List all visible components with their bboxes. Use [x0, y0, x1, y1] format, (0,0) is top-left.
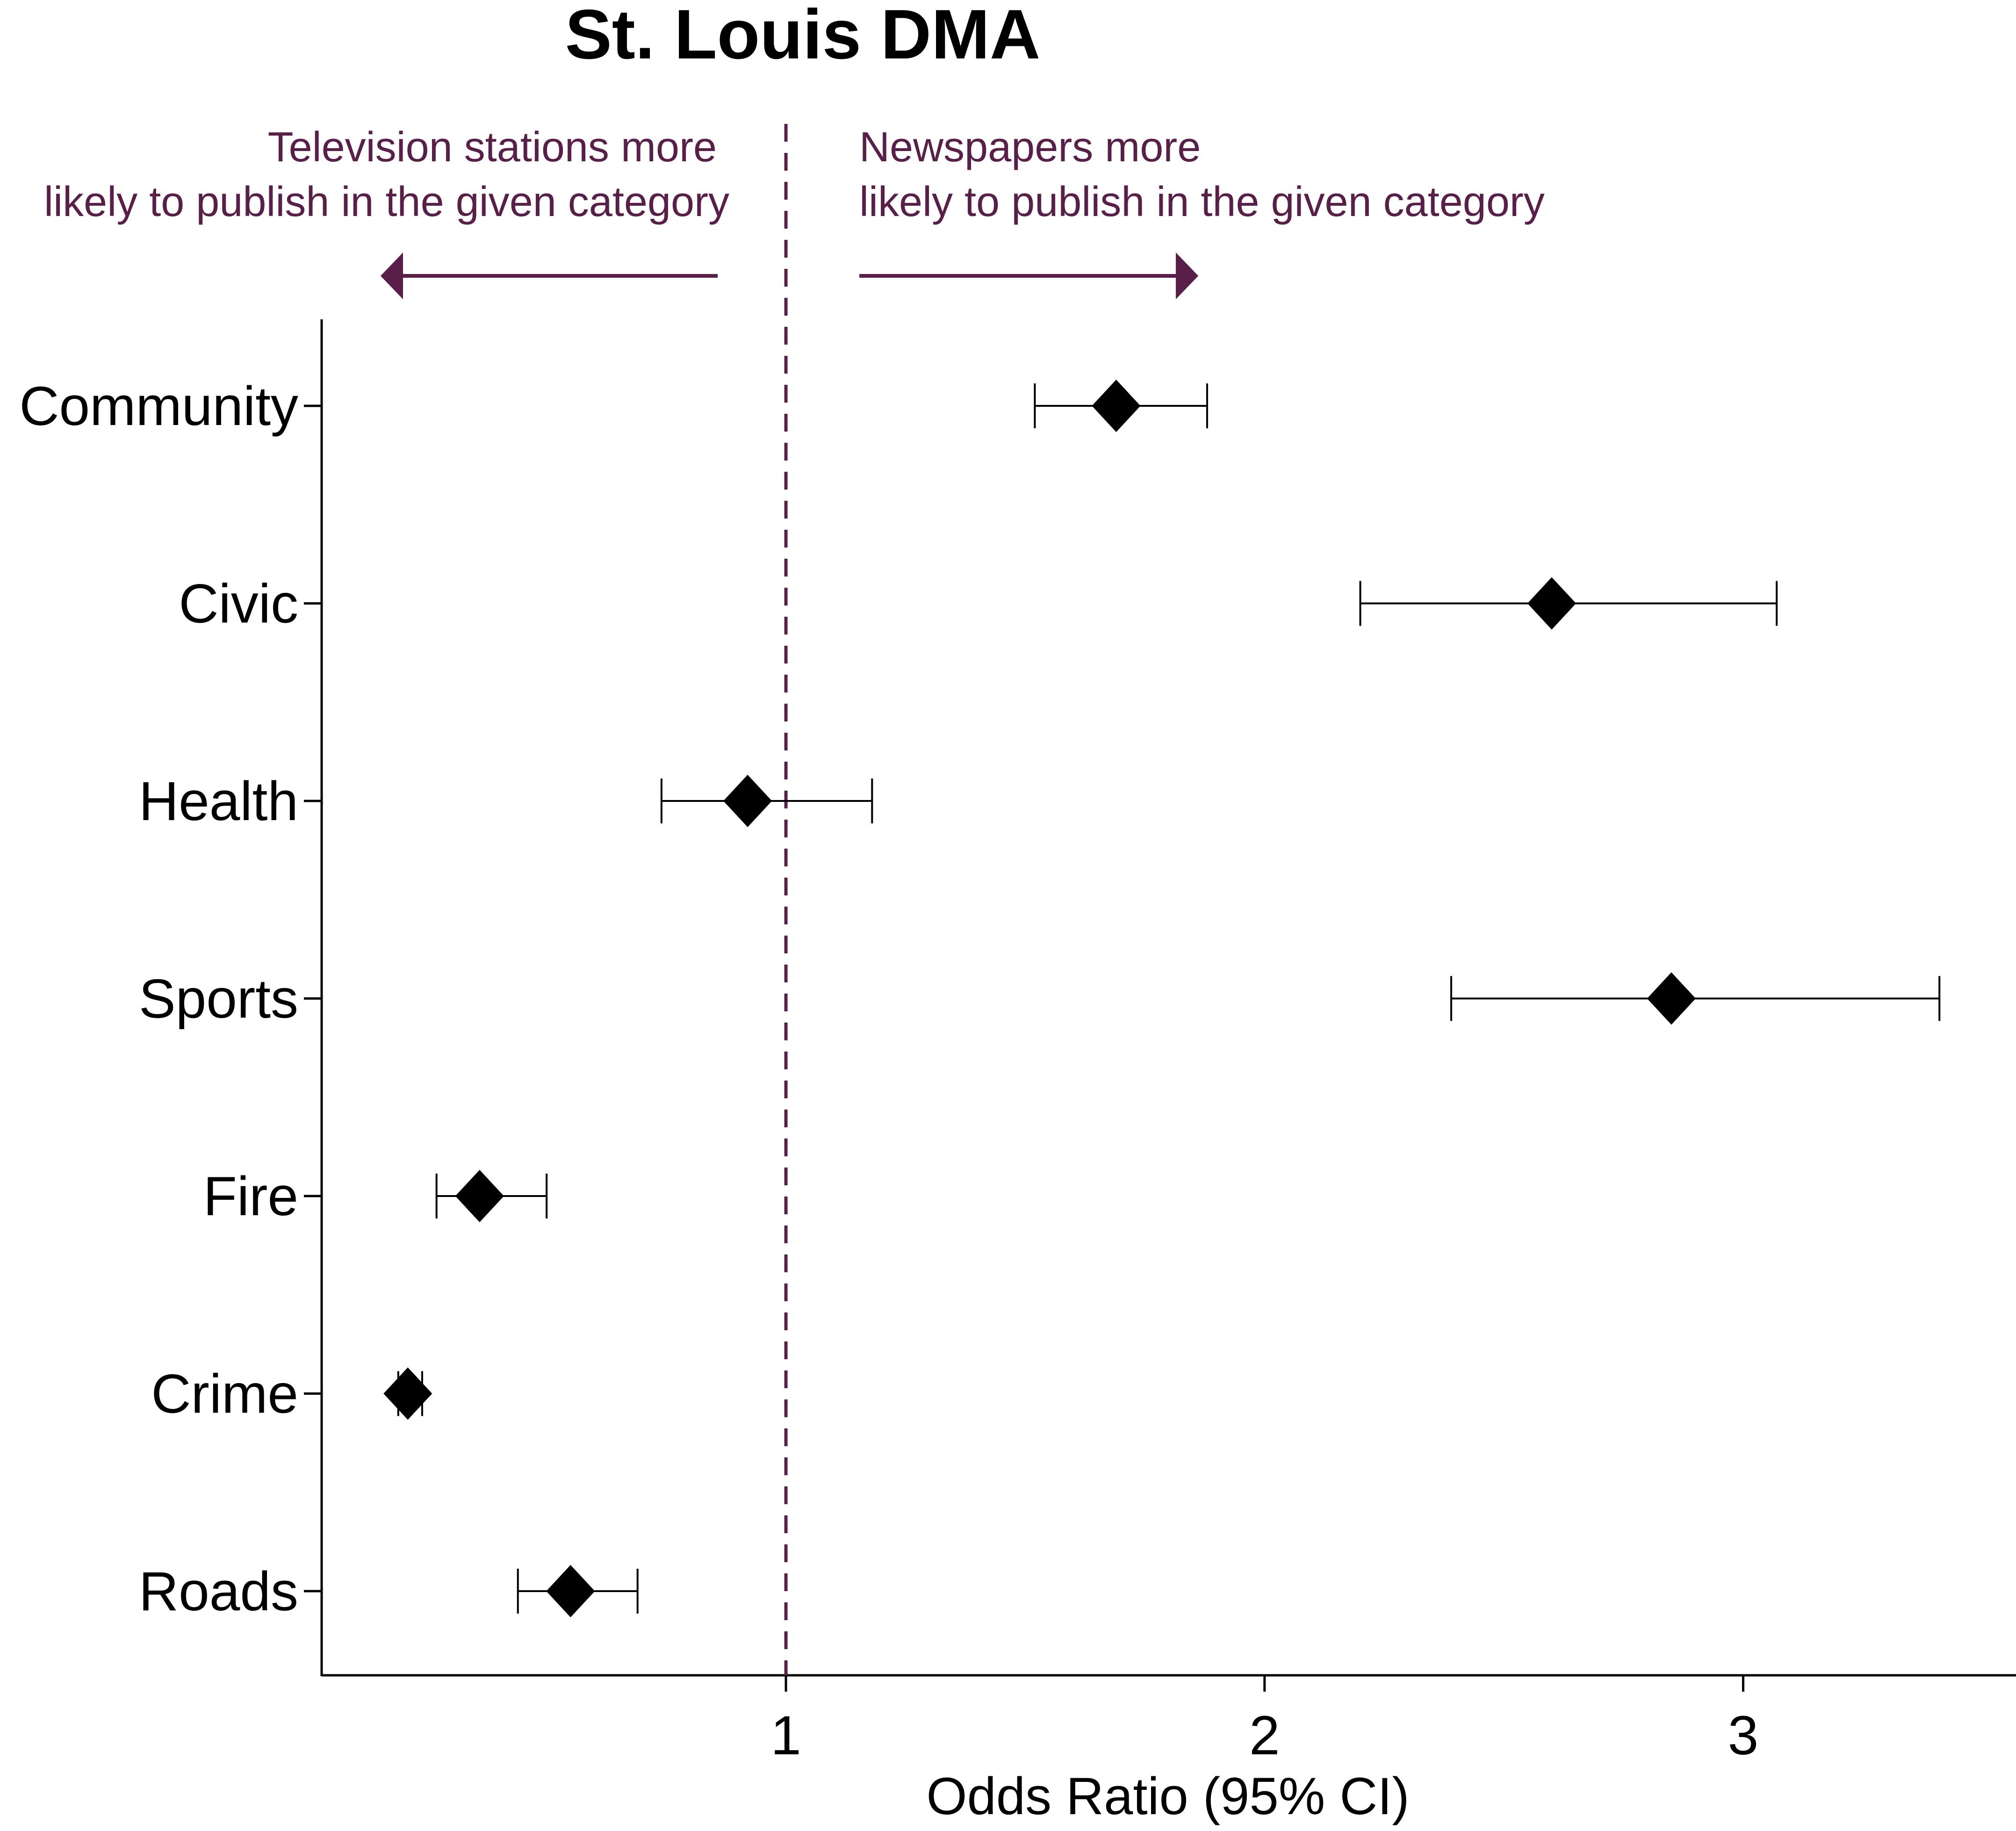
x-axis-ticks: 1 2 3 — [770, 1675, 1758, 1766]
estimate-diamond-crime — [383, 1367, 432, 1420]
estimate-diamond-civic — [1527, 577, 1576, 630]
x-axis-title: Odds Ratio (95% CI) — [926, 1767, 1409, 1825]
arrow-left-head-icon — [381, 252, 403, 299]
estimate-diamond-community — [1092, 380, 1141, 432]
y-axis-ticks: Community Civic Health Sports Fire Crime Roads — [19, 375, 322, 1622]
direction-annotations: Television stations more likely to publi… — [44, 124, 1545, 299]
data-marks — [383, 380, 1941, 1617]
x-tick-label: 2 — [1249, 1705, 1280, 1766]
estimate-diamond-health — [723, 775, 772, 827]
category-label-civic: Civic — [179, 573, 298, 635]
category-label-sports: Sports — [139, 968, 298, 1030]
x-tick-label: 3 — [1728, 1705, 1759, 1766]
category-label-health: Health — [139, 771, 298, 832]
annotation-newspapers-line-2: likely to publish in the given category — [859, 179, 1545, 225]
estimate-diamond-sports — [1647, 972, 1696, 1025]
annotation-tv-line-1: Television stations more — [268, 124, 717, 171]
category-label-roads: Roads — [139, 1561, 298, 1622]
category-label-crime: Crime — [151, 1363, 298, 1425]
category-label-community: Community — [19, 375, 298, 437]
annotation-tv-line-2: likely to publish in the given category — [44, 179, 729, 225]
category-label-fire: Fire — [203, 1166, 298, 1227]
arrow-right-head-icon — [1176, 252, 1198, 299]
estimate-diamond-fire — [455, 1170, 504, 1222]
chart-title: St. Louis DMA — [565, 0, 1041, 73]
x-tick-label: 1 — [770, 1705, 801, 1766]
estimate-diamond-roads — [546, 1565, 595, 1617]
annotation-newspapers-line-1: Newspapers more — [859, 124, 1201, 171]
